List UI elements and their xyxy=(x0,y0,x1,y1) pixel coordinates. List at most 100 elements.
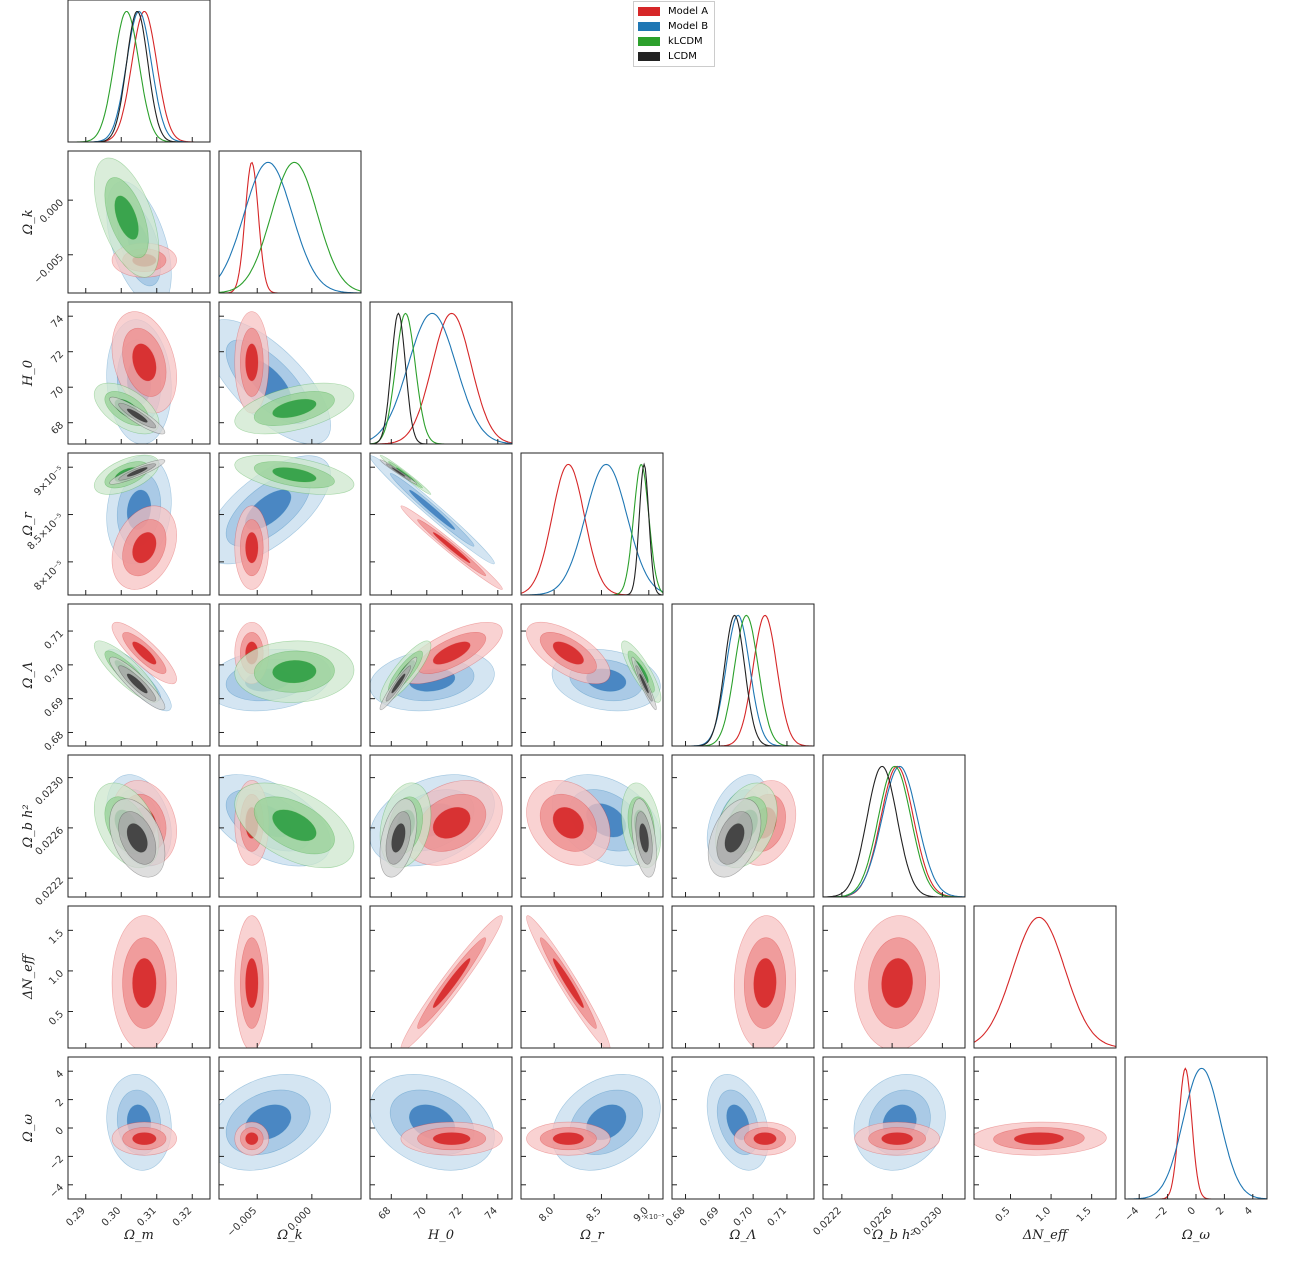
y-tick-label: 68 xyxy=(49,420,66,437)
legend-item-model-b: Model B xyxy=(638,19,708,34)
y-tick-label: 0.5 xyxy=(47,1009,66,1028)
panel-frame xyxy=(520,905,664,1049)
panel-frame xyxy=(520,452,664,596)
contour-model-a xyxy=(432,532,471,564)
x-tick-label: 0 xyxy=(1186,1205,1198,1217)
density-model-b xyxy=(219,161,361,293)
panel-frame xyxy=(218,754,362,898)
y-tick-label: 0.000 xyxy=(38,197,66,225)
panel-frame xyxy=(218,905,362,1049)
diag-ol xyxy=(672,614,814,746)
density-model-b xyxy=(672,614,814,746)
panel-frame xyxy=(67,301,211,445)
density-model-a xyxy=(1125,1067,1267,1199)
contour-lcdm xyxy=(126,823,148,853)
density-model-b xyxy=(1125,1067,1267,1199)
x-tick-label: 8.0 xyxy=(537,1205,556,1224)
y-axis-label-ow: Ω_ω xyxy=(21,1114,36,1143)
x-tick-label: 0.71 xyxy=(766,1205,790,1229)
diag-or xyxy=(521,462,663,595)
x-axis-label-ol: Ω_Λ xyxy=(729,1228,757,1243)
contour-model-a xyxy=(881,958,913,1009)
x-axis-label-h0: H_0 xyxy=(427,1228,454,1243)
x-tick-label: 0.0230 xyxy=(912,1205,945,1238)
density-model-a xyxy=(521,463,663,595)
contour-model-a xyxy=(132,343,157,382)
panel-frame xyxy=(369,301,513,445)
contour-klcdm xyxy=(272,660,317,684)
y-tick-label: 0 xyxy=(54,1125,66,1137)
y-tick-label: 8×10⁻⁵ xyxy=(32,559,66,593)
contour-klcdm xyxy=(272,398,317,419)
panel-frame xyxy=(218,452,362,596)
x-tick-label: 1.0 xyxy=(1034,1205,1053,1224)
density-model-a xyxy=(219,161,361,293)
y-tick-label: 0.68 xyxy=(43,730,67,754)
y-tick-label: −4 xyxy=(48,1182,66,1200)
x-tick-label: 70 xyxy=(412,1205,429,1222)
panel-ol-vs-h0 xyxy=(370,621,503,712)
diag-ok xyxy=(219,161,361,293)
y-tick-label: −0.005 xyxy=(32,252,66,286)
contour-klcdm xyxy=(272,809,317,842)
density-lcdm xyxy=(68,11,210,142)
panel-frame xyxy=(369,905,513,1049)
panel-frame xyxy=(671,603,815,747)
y-tick-label: 0.70 xyxy=(43,662,67,686)
contour-model-a xyxy=(881,1132,913,1146)
contour-model-a xyxy=(432,1132,471,1146)
panel-frame xyxy=(218,150,362,294)
x-tick-label: 0.0222 xyxy=(811,1205,844,1238)
contour-model-a xyxy=(132,1132,157,1146)
y-tick-label: 2 xyxy=(54,1097,66,1109)
contour-model-a xyxy=(753,958,777,1009)
contour-model-a xyxy=(432,641,471,665)
panel-ow-vs-or xyxy=(526,1074,661,1171)
contour-lcdm xyxy=(724,823,745,853)
density-model-a xyxy=(68,10,210,142)
contour-model-a xyxy=(552,1132,584,1146)
y-axis-label-h0: H_0 xyxy=(21,360,36,387)
contour-model-a xyxy=(245,343,259,382)
legend-label-lcdm: LCDM xyxy=(668,51,697,62)
legend-item-lcdm: LCDM xyxy=(638,49,708,64)
x-axis-label-obh2: Ω_b h² xyxy=(871,1228,915,1243)
panel-ow-vs-obh2 xyxy=(853,1074,946,1171)
x-axis-label-or: Ω_r xyxy=(579,1228,604,1243)
panel-ow-vs-h0 xyxy=(370,1074,503,1171)
panel-ok-vs-om xyxy=(93,157,177,293)
density-lcdm xyxy=(672,614,814,746)
contour-model-a xyxy=(1013,1132,1064,1146)
panel-obh2-vs-h0 xyxy=(370,774,503,878)
density-klcdm xyxy=(823,765,965,897)
legend-item-klcdm: kLCDM xyxy=(638,34,708,49)
density-model-a xyxy=(672,614,814,746)
diag-obh2 xyxy=(823,765,965,897)
panel-frame xyxy=(822,905,966,1049)
x-tick-label: 0.32 xyxy=(171,1205,195,1229)
y-tick-label: 0.0226 xyxy=(34,825,67,858)
panel-frame xyxy=(67,0,211,143)
panel-frame xyxy=(671,754,815,898)
x-axis-label-ow: Ω_ω xyxy=(1181,1228,1210,1243)
y-tick-label: 1.5 xyxy=(47,928,66,947)
panel-frame xyxy=(67,603,211,747)
x-tick-label: 2 xyxy=(1214,1205,1226,1217)
x-tick-label: 0.69 xyxy=(698,1205,722,1229)
panel-frame xyxy=(369,754,513,898)
panel-ow-vs-neff xyxy=(974,1121,1107,1156)
y-tick-label: 1.0 xyxy=(47,968,66,987)
y-tick-label: 4 xyxy=(54,1069,66,1081)
panel-ow-vs-ol xyxy=(706,1074,797,1171)
legend-item-model-a: Model A xyxy=(638,4,708,19)
panel-obh2-vs-ok xyxy=(219,774,355,869)
contour-model-a xyxy=(552,958,584,1009)
density-model-b xyxy=(823,765,965,897)
contour-lcdm xyxy=(639,673,649,694)
contour-model-a xyxy=(245,958,259,1009)
panel-frame xyxy=(973,905,1117,1049)
legend-swatch-model-b xyxy=(638,22,660,31)
panel-frame xyxy=(520,754,664,898)
contour-model-a xyxy=(132,958,157,1009)
